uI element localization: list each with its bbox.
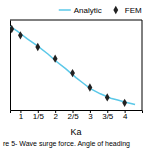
point — [53, 55, 58, 63]
point — [18, 31, 23, 39]
legend: Analytic FEM — [59, 6, 142, 15]
plot: 1 1/5 2 2/5 3 3/5 4 — [9, 20, 142, 121]
x-tick: 3/5 — [102, 110, 114, 121]
legend-item: Analytic — [59, 6, 102, 15]
caption: re 5- Wave surge force. Angle of heading — [3, 140, 130, 148]
x-tick: 4 — [123, 110, 128, 121]
legend-swatch — [59, 9, 71, 11]
x-tick-label: 3/5 — [102, 112, 114, 121]
point — [35, 43, 40, 51]
legend-item: FEM — [113, 6, 142, 15]
x-tick: 1/5 — [33, 110, 45, 121]
point — [105, 93, 110, 101]
x-tick-label: 2/5 — [67, 112, 79, 121]
point — [87, 83, 92, 91]
point — [122, 99, 127, 107]
x-tick-label: 1 — [19, 112, 24, 121]
y-axis — [10, 21, 11, 111]
x-tick-label: 3 — [88, 112, 93, 121]
legend-label: FEM — [125, 6, 142, 15]
x-tick-label: 4 — [123, 112, 128, 121]
legend-label: Analytic — [74, 6, 102, 15]
x-tick: 2 — [53, 110, 58, 121]
frame-right — [142, 20, 143, 110]
legend-swatch — [113, 6, 118, 14]
point — [70, 69, 75, 77]
x-tick-label: 2 — [53, 112, 58, 121]
x-tick-label: 1/5 — [33, 112, 45, 121]
chart: 1 1/5 2 2/5 3 3/5 4 Ka re 5- Wave surge force. A… — [0, 0, 150, 150]
point — [10, 25, 14, 33]
x-tick: 2/5 — [67, 110, 79, 121]
x-tick: 1 — [19, 110, 24, 121]
x-axis: 1 1/5 2 2/5 3 3/5 4 — [11, 110, 143, 121]
x-label: Ka — [70, 127, 81, 137]
marks — [10, 25, 135, 107]
line — [10, 26, 135, 104]
x-tick: 3 — [88, 110, 93, 121]
frame-top — [10, 20, 142, 21]
y-axis-line — [10, 21, 11, 111]
